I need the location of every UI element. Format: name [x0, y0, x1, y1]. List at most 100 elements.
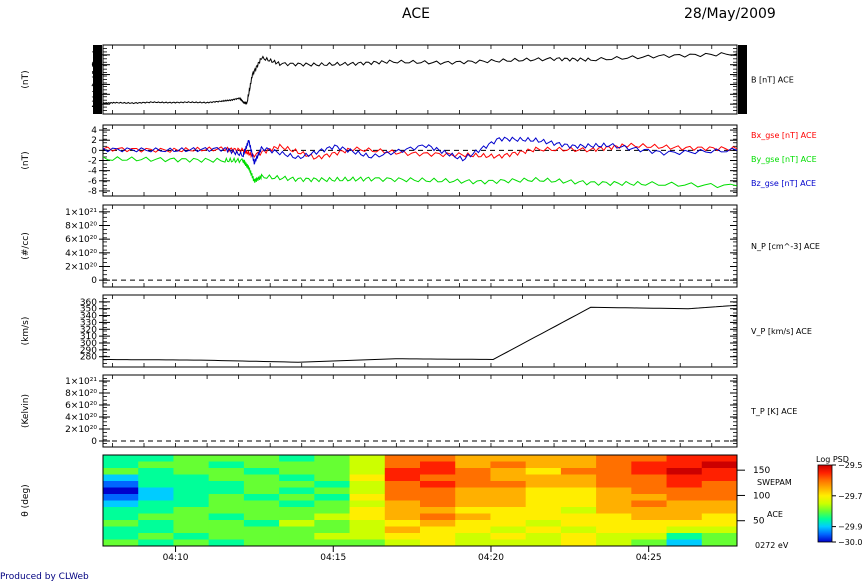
heatmap-cell — [455, 455, 491, 462]
heatmap-cell — [103, 513, 139, 521]
heatmap-cell — [349, 533, 386, 540]
heatmap-cell — [314, 520, 351, 527]
heatmap-cell — [420, 461, 456, 469]
heatmap-cell — [525, 487, 562, 495]
heatmap-cell — [103, 533, 139, 540]
heatmap-cell — [631, 513, 668, 521]
heatmap-cell — [208, 500, 245, 508]
heatmap-cell — [279, 461, 315, 469]
heatmap-cell — [243, 494, 280, 501]
heatmap-cell — [384, 455, 421, 462]
heatmap-cell — [596, 468, 632, 475]
heatmap-cell — [243, 526, 280, 534]
heatmap-cell — [103, 507, 139, 514]
heatmap-cell — [525, 539, 562, 547]
heatmap-cell — [173, 507, 210, 514]
heatmap-cell — [631, 526, 668, 534]
heatmap-cell — [666, 526, 703, 534]
heatmap-cell — [420, 500, 456, 508]
heatmap-cell — [243, 500, 280, 508]
heatmap-cell — [138, 539, 174, 547]
heatmap-cell — [208, 474, 245, 482]
heatmap-cell — [631, 507, 668, 514]
y-tick-label: 6 — [91, 61, 97, 71]
y-tick-label: 300 — [80, 339, 97, 349]
heatmap-cell — [138, 461, 174, 469]
colorbar-tick-label: −30.0 — [838, 538, 863, 547]
heatmap-cell — [173, 481, 210, 488]
heatmap-cell — [208, 481, 245, 488]
heatmap-cell — [631, 520, 668, 527]
heatmap-cell — [279, 507, 315, 514]
y-tick-label: 4×10²⁰ — [65, 413, 97, 423]
heatmap-cell — [560, 487, 597, 495]
y-tick-label: 340 — [80, 312, 97, 322]
series-label: B [nT] ACE — [751, 76, 794, 85]
heatmap-cell — [103, 474, 139, 482]
heatmap-cell — [560, 507, 597, 514]
heatmap-cell — [420, 539, 456, 547]
series-label: Bx_gse [nT] ACE — [751, 131, 817, 140]
series-label: By_gse [nT] ACE — [751, 155, 817, 164]
heatmap-cell — [314, 526, 351, 534]
y-tick-label: 4 — [91, 126, 97, 136]
heatmap-cell — [138, 500, 174, 508]
heatmap-cell — [455, 481, 491, 488]
y-tick-label: 7 — [91, 51, 97, 61]
y-tick-label: 310 — [80, 332, 97, 342]
heatmap-cell — [173, 494, 210, 501]
heatmap-cell — [596, 539, 632, 547]
panel-2: (#/cc) — [21, 204, 738, 288]
heatmap-cell — [279, 533, 315, 540]
heatmap-cell — [173, 487, 210, 495]
heatmap-cell — [631, 539, 668, 547]
heatmap-cell — [279, 474, 315, 482]
heatmap-cell — [208, 539, 245, 547]
heatmap-cell — [103, 481, 139, 488]
y-axis-label: (nT) — [21, 70, 31, 88]
series-line-0 — [102, 52, 738, 105]
series-line-1 — [102, 156, 738, 189]
heatmap-cell — [349, 481, 386, 488]
y-axis-label: (Kelvin) — [21, 394, 31, 428]
spacecraft-label: ACE — [767, 510, 783, 519]
heatmap-cell — [243, 513, 280, 521]
heatmap-cell — [279, 468, 315, 475]
heatmap-cell — [455, 468, 491, 475]
heatmap-cell — [279, 487, 315, 495]
heatmap-cell — [384, 481, 421, 488]
y-tick-label: 330 — [80, 318, 97, 328]
series-label: N_P [cm^-3] ACE — [751, 242, 820, 251]
heatmap-cell — [384, 520, 421, 527]
y-tick-label: 4×10²⁰ — [65, 249, 97, 259]
heatmap-cell — [631, 494, 668, 501]
heatmap-cell — [279, 481, 315, 488]
heatmap-cell — [525, 474, 562, 482]
series-label: V_P [km/s] ACE — [751, 327, 812, 336]
heatmap-cell — [314, 455, 351, 462]
heatmap-cell — [314, 533, 351, 540]
heatmap-cell — [420, 520, 456, 527]
y-axis-label: (nT) — [21, 151, 31, 169]
heatmap-cell — [455, 520, 491, 527]
heatmap-cell — [701, 474, 738, 482]
heatmap-cell — [384, 533, 421, 540]
heatmap-cell — [701, 468, 738, 475]
colorbar-tick-label: −29.9 — [838, 523, 863, 532]
heatmap-cell — [349, 455, 386, 462]
heatmap-cell — [243, 533, 280, 540]
heatmap-cell — [138, 487, 174, 495]
heatmap-cell — [490, 474, 527, 482]
heatmap-cell — [596, 455, 632, 462]
plot-title: ACE — [402, 6, 430, 22]
heatmap-cell — [596, 481, 632, 488]
heatmap-cell — [701, 533, 738, 540]
panel-frame — [102, 374, 738, 448]
panel-1: (nT) — [21, 124, 738, 197]
heatmap-cell — [138, 533, 174, 540]
y-tick-label: 320 — [80, 325, 97, 335]
y-tick-label: 0 — [91, 276, 97, 286]
heatmap-cell — [103, 500, 139, 508]
heatmap-cell — [666, 481, 703, 488]
y-tick-label: 2×10²⁰ — [65, 263, 97, 273]
